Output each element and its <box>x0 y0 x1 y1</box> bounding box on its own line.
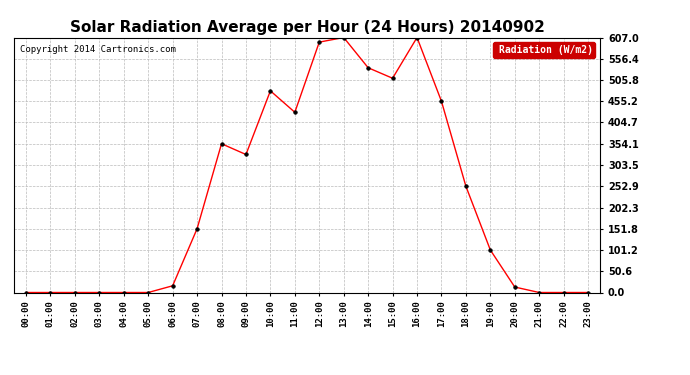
Legend: Radiation (W/m2): Radiation (W/m2) <box>493 42 595 58</box>
Text: Copyright 2014 Cartronics.com: Copyright 2014 Cartronics.com <box>19 45 175 54</box>
Title: Solar Radiation Average per Hour (24 Hours) 20140902: Solar Radiation Average per Hour (24 Hou… <box>70 20 544 35</box>
